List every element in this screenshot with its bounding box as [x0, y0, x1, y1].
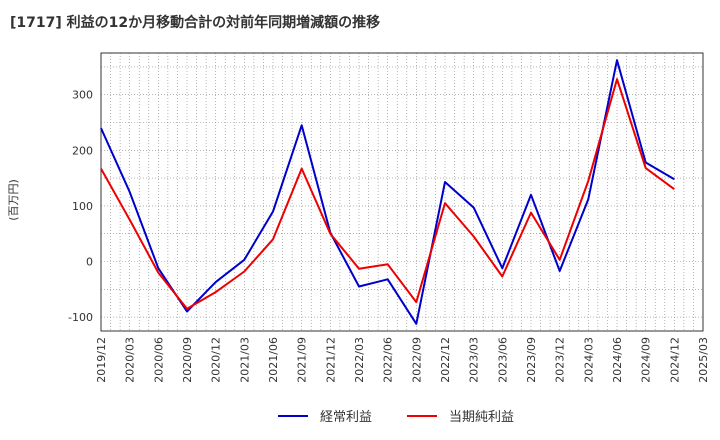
x-tick-label: 2020/09 — [181, 337, 194, 383]
x-tick-label: 2021/09 — [296, 337, 309, 383]
x-tick-label: 2022/09 — [410, 337, 423, 383]
x-tick-label: 2019/12 — [95, 337, 108, 383]
y-tick-label: -100 — [68, 311, 93, 324]
x-tick-label: 2024/09 — [640, 337, 653, 383]
chart-title: [1717] 利益の12か月移動合計の対前年同期増減額の推移 — [10, 14, 380, 31]
x-tick-label: 2021/03 — [238, 337, 251, 383]
x-tick-label: 2020/03 — [124, 337, 137, 383]
y-axis: -100 0 100 200 300 — [68, 89, 93, 324]
x-tick-label: 2021/12 — [324, 337, 337, 383]
x-tick-label: 2024/03 — [582, 337, 595, 383]
x-axis: 2019/12 2020/03 2020/06 2020/09 2020/12 2021/… — [95, 337, 710, 383]
x-tick-label: 2020/12 — [210, 337, 223, 383]
x-tick-label: 2023/06 — [496, 337, 509, 383]
y-tick-label: 200 — [72, 144, 93, 157]
x-tick-label: 2020/06 — [152, 337, 165, 383]
series-line-2 — [100, 78, 675, 310]
y-tick-label: 300 — [72, 89, 93, 102]
y-axis-label: (百万円) — [7, 179, 20, 221]
y-tick-label: 0 — [86, 256, 93, 269]
x-tick-label: 2024/06 — [611, 337, 624, 383]
x-tick-label: 2022/12 — [439, 337, 452, 383]
legend-label-1: 経常利益 — [320, 410, 372, 425]
y-tick-label: 100 — [72, 200, 93, 213]
x-tick-label: 2025/03 — [697, 337, 710, 383]
series-lines — [100, 59, 675, 325]
x-tick-label: 2024/12 — [668, 337, 681, 383]
x-tick-label: 2022/06 — [382, 337, 395, 383]
legend: 経常利益 当期純利益 — [278, 410, 514, 425]
series-line-1 — [100, 59, 675, 325]
x-tick-label: 2023/09 — [525, 337, 538, 383]
x-tick-label: 2023/12 — [554, 337, 567, 383]
x-tick-label: 2021/06 — [267, 337, 280, 383]
legend-label-2: 当期純利益 — [449, 410, 514, 425]
x-tick-label: 2022/03 — [353, 337, 366, 383]
x-tick-label: 2023/03 — [468, 337, 481, 383]
plot-area — [100, 52, 704, 332]
